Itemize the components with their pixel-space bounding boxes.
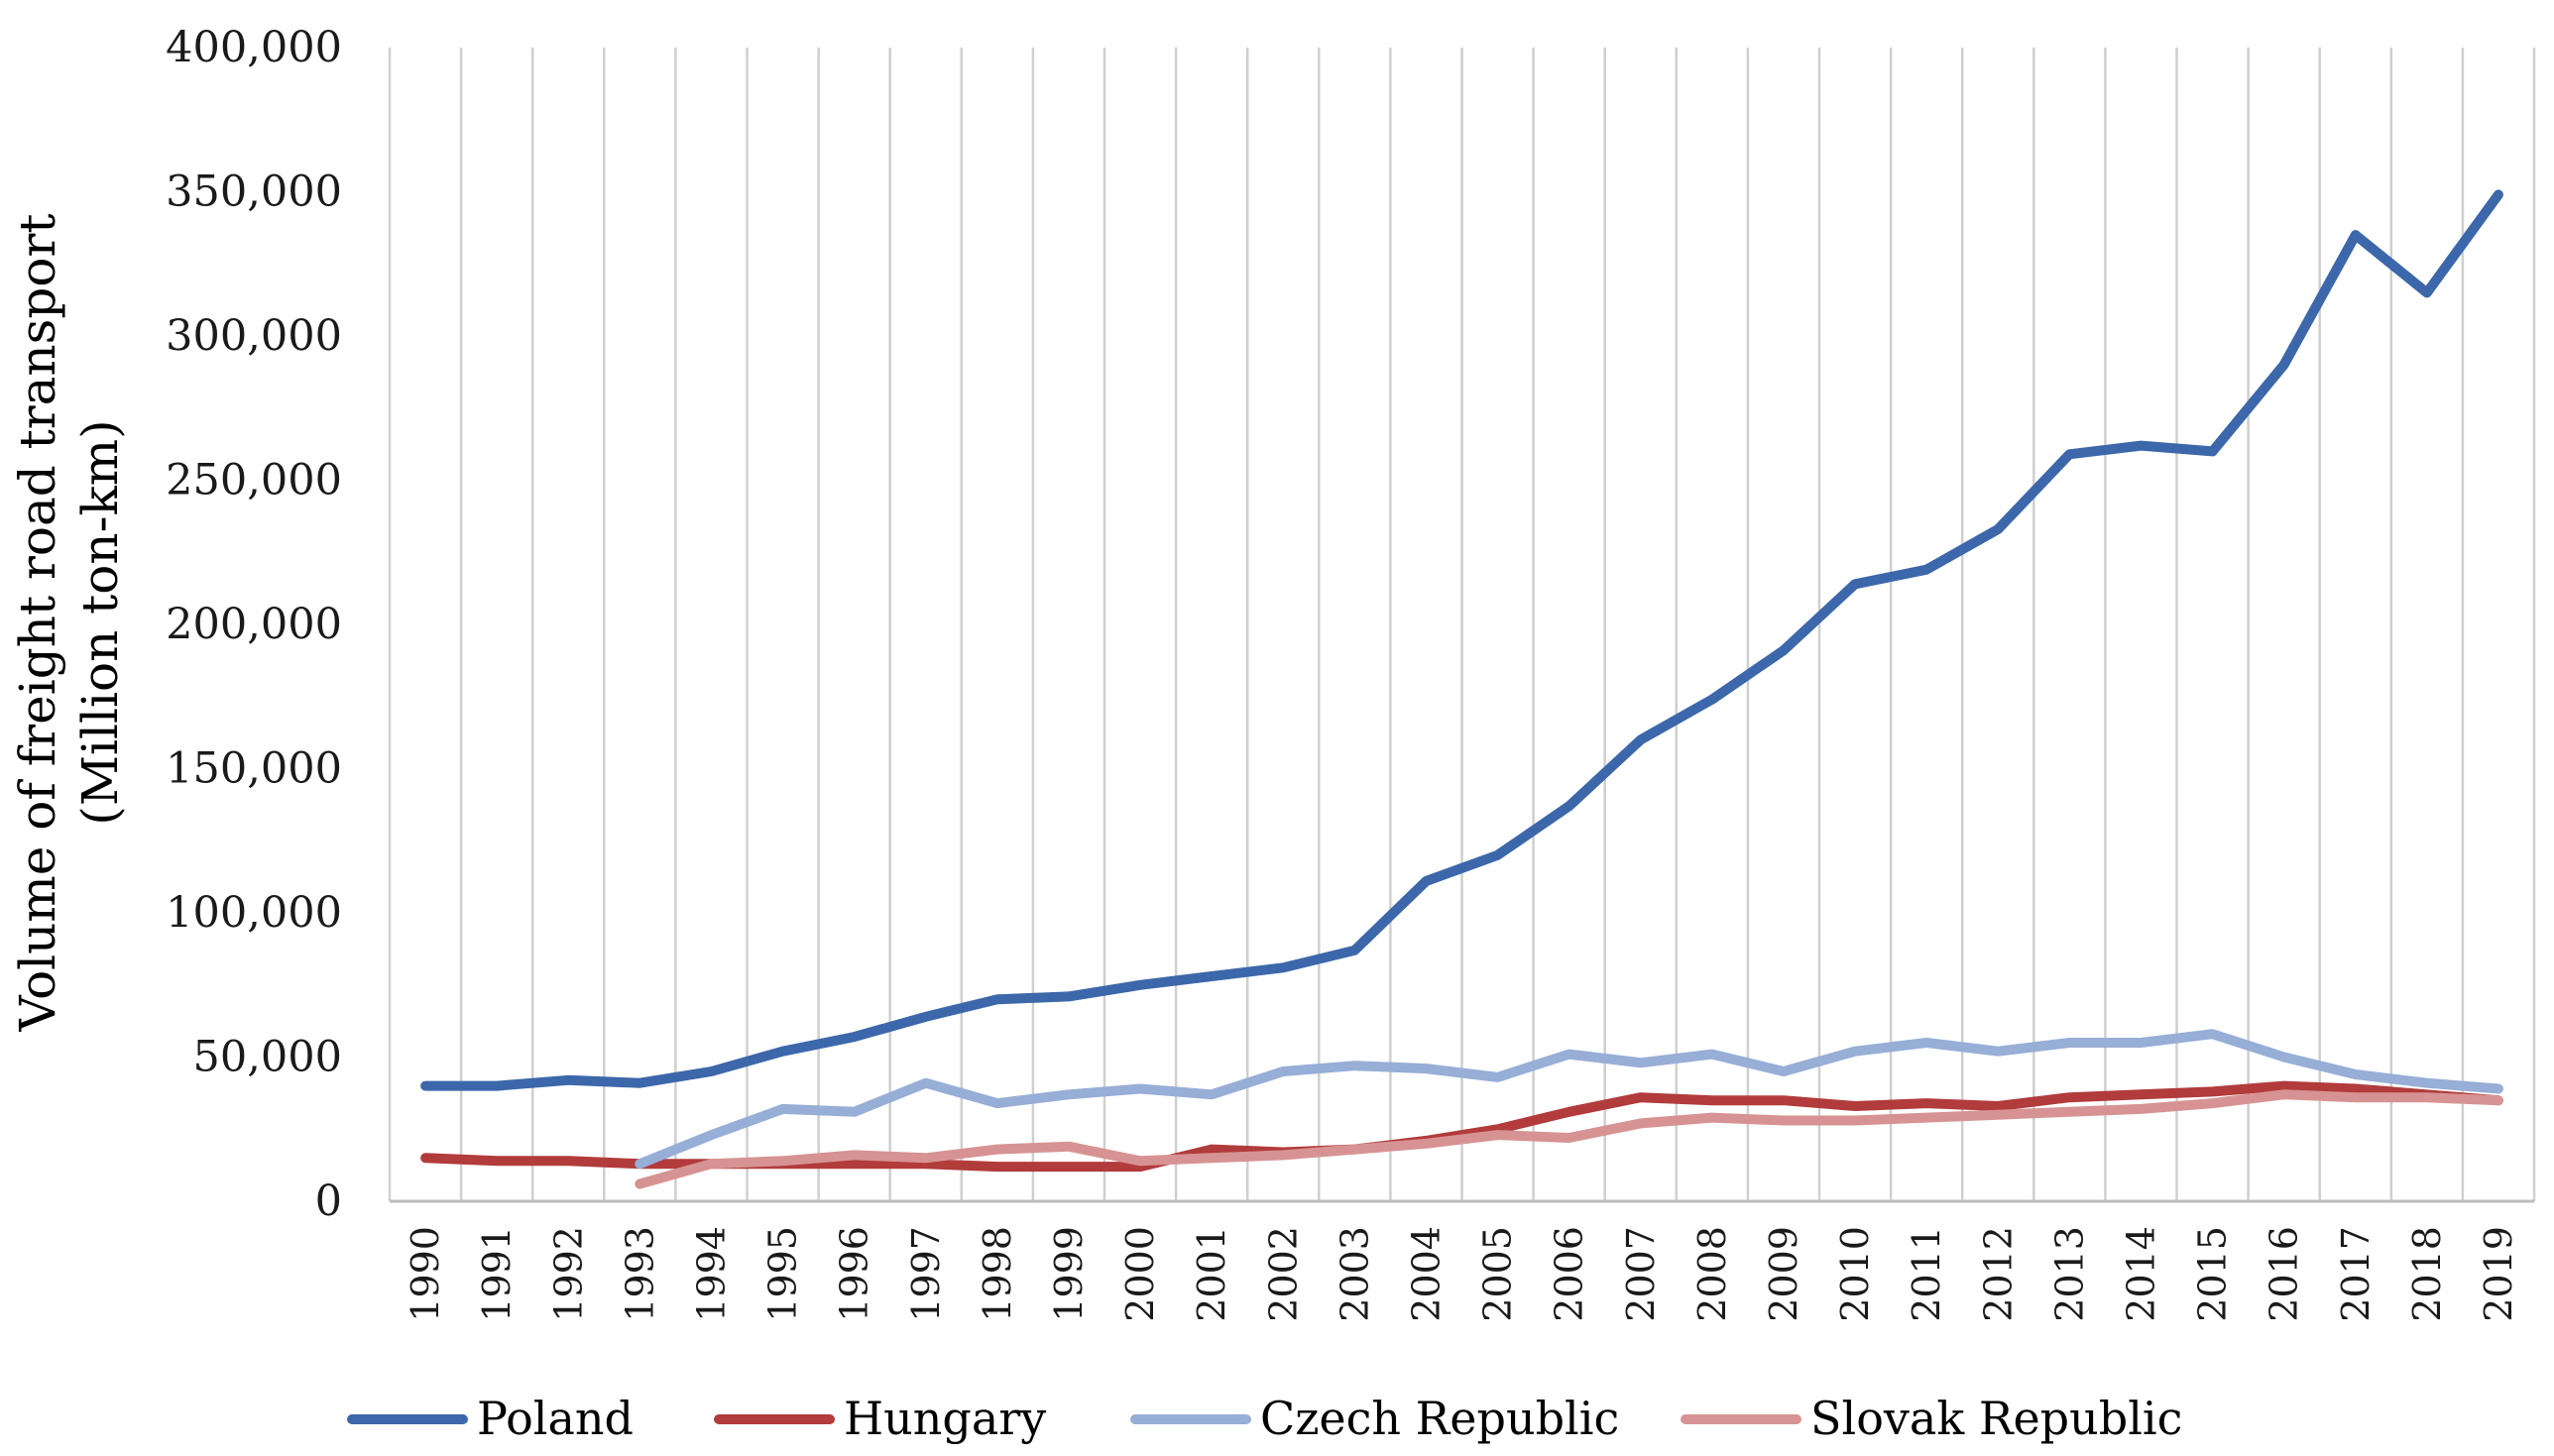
legend-label-hungary: Hungary: [844, 1392, 1046, 1445]
vertical-gridlines: [388, 48, 2536, 1201]
x-tick-label: 2013: [2047, 1226, 2091, 1322]
x-tick-label: 2002: [1261, 1226, 1305, 1322]
x-tick-label: 2005: [1476, 1226, 1520, 1322]
y-tick-label: 300,000: [166, 311, 342, 361]
y-axis-label-line-1: Volume of freight road transport: [9, 214, 66, 1033]
x-tick-label: 2012: [1976, 1226, 2020, 1322]
series-line-poland: [420, 189, 2503, 1091]
x-tick-label: 2006: [1548, 1226, 1591, 1322]
x-tick-label: 2017: [2334, 1226, 2378, 1322]
x-tick-label: 1997: [904, 1226, 948, 1322]
x-tick-label: 1999: [1047, 1226, 1091, 1322]
x-tick-label: 1998: [976, 1226, 1019, 1322]
x-tick-label: 2001: [1190, 1226, 1233, 1322]
y-axis-label-line-2: (Million ton-km): [71, 419, 129, 825]
x-tick-label: 1996: [833, 1226, 876, 1322]
y-tick-label: 350,000: [166, 168, 342, 217]
y-tick-label: 400,000: [166, 23, 342, 72]
x-tick-label: 1990: [404, 1226, 447, 1322]
y-tick-label: 0: [315, 1176, 342, 1226]
legend-label-czech-republic: Czech Republic: [1260, 1392, 1619, 1445]
x-tick-label: 1993: [618, 1226, 661, 1322]
x-tick-label: 2011: [1905, 1226, 1948, 1322]
x-tick-label: 2015: [2191, 1226, 2235, 1322]
x-tick-label: 2010: [1833, 1226, 1877, 1322]
x-tick-label: 2008: [1690, 1226, 1734, 1322]
x-tick-label: 2009: [1762, 1226, 1805, 1322]
x-tick-label: 2014: [2119, 1226, 2162, 1322]
x-tick-label: 1991: [475, 1226, 519, 1322]
y-axis-ticks: 0 50,000 100,000 150,000 200,000 250,000 300,0…: [166, 23, 342, 1226]
legend-label-slovak-republic: Slovak Republic: [1810, 1392, 2182, 1445]
y-tick-label: 250,000: [166, 456, 342, 505]
series-lines: [420, 189, 2503, 1189]
x-tick-label: 1995: [761, 1226, 805, 1322]
y-tick-label: 200,000: [166, 600, 342, 649]
x-tick-label: 2003: [1333, 1226, 1376, 1322]
x-tick-label: 2004: [1404, 1226, 1448, 1322]
legend-label-poland: Poland: [477, 1392, 634, 1445]
x-tick-label: 2007: [1619, 1226, 1663, 1322]
series-line-czech-republic: [635, 1029, 2503, 1170]
x-tick-label: 2016: [2263, 1226, 2306, 1322]
x-tick-label: 2000: [1118, 1226, 1162, 1322]
x-tick-label: 1992: [546, 1226, 590, 1322]
legend: Poland Hungary Czech Republic Slovak Republ…: [347, 1392, 2182, 1445]
series-line-slovak-republic: [635, 1089, 2503, 1189]
y-tick-label: 50,000: [193, 1033, 342, 1082]
x-axis-ticks: 1990 1991 1992 1993 1994 1995 1996 1997 1998 1999…: [404, 1226, 2520, 1322]
y-tick-label: 150,000: [166, 744, 342, 794]
x-tick-label: 2018: [2405, 1226, 2449, 1322]
y-tick-label: 100,000: [166, 888, 342, 938]
x-tick-label: 1994: [689, 1226, 733, 1322]
x-tick-label: 2019: [2477, 1226, 2520, 1322]
